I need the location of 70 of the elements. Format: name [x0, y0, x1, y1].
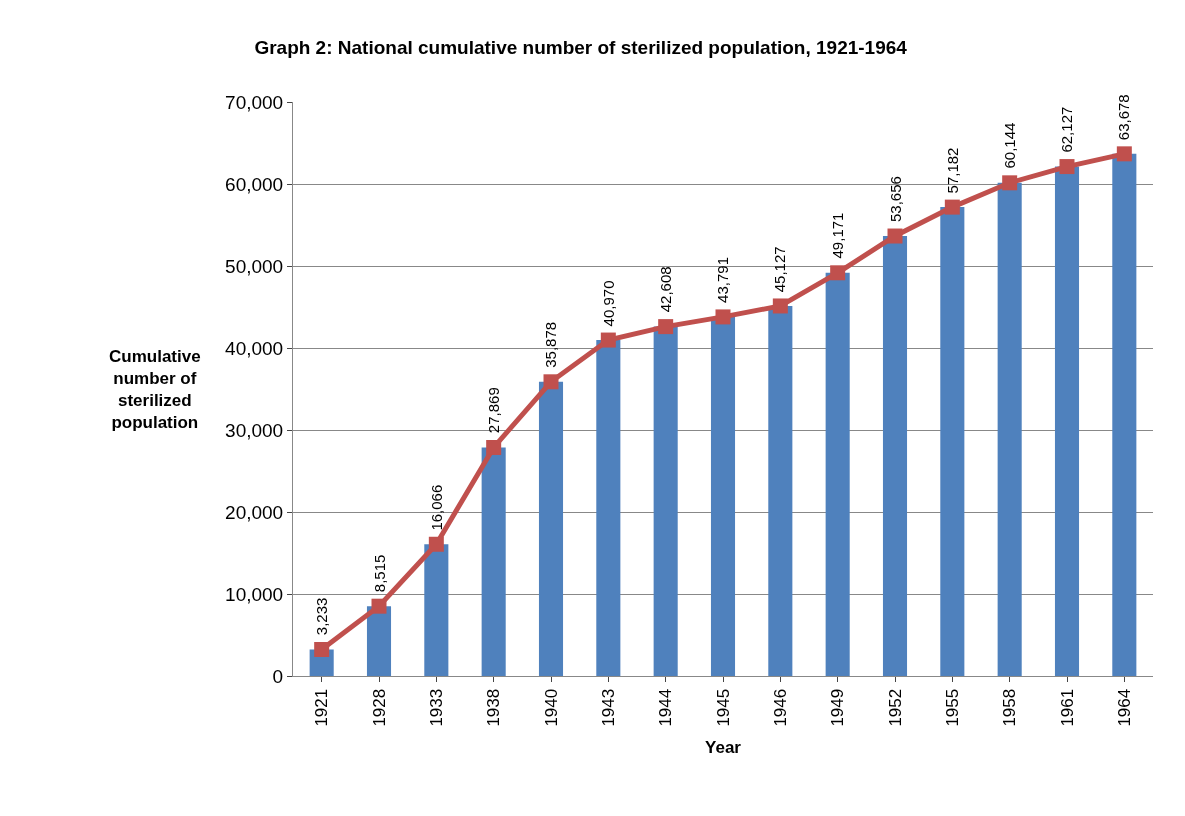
- data-label: 63,678: [1115, 94, 1133, 141]
- x-tick-label: 1964: [1114, 688, 1134, 727]
- y-tick-label: 10,000: [225, 583, 284, 605]
- point: [887, 228, 903, 244]
- point: [658, 319, 674, 335]
- x-tick-label: 1938: [484, 688, 504, 727]
- data-label: 53,656: [886, 176, 904, 223]
- x-tick-label: 1949: [828, 688, 848, 727]
- y-axis-title: Cumulative number of sterilized population: [109, 347, 201, 433]
- x-tick-label: 1955: [942, 688, 962, 727]
- y-tick-label: 70,000: [225, 91, 284, 113]
- data-label: 8,515: [370, 554, 388, 593]
- y-tick-label: 0: [272, 665, 284, 687]
- x-tick-label: 1921: [312, 688, 332, 727]
- data-label: 45,127: [771, 246, 789, 293]
- point: [314, 641, 330, 657]
- bar: [653, 326, 678, 676]
- point: [772, 298, 788, 314]
- bar: [825, 272, 850, 676]
- data-label: 3,233: [313, 597, 331, 636]
- data-label: 62,127: [1058, 106, 1076, 153]
- bar: [481, 447, 506, 676]
- data-label: 35,878: [542, 321, 560, 368]
- y-tick-label: 50,000: [225, 255, 284, 277]
- x-tick-label: 1943: [598, 688, 618, 727]
- x-tick-label: 1952: [885, 688, 905, 727]
- y-tick-label: 40,000: [225, 337, 284, 359]
- y-tick-label: 60,000: [225, 173, 284, 195]
- point: [600, 332, 616, 348]
- bar: [1112, 153, 1137, 676]
- y-tick-label: 30,000: [225, 419, 284, 441]
- data-label: 16,066: [428, 484, 446, 531]
- data-label: 27,869: [485, 387, 503, 434]
- bar: [424, 544, 449, 676]
- point: [715, 309, 731, 325]
- x-tick-label: 1944: [656, 688, 676, 727]
- x-tick-label: 1928: [369, 688, 389, 727]
- bar: [882, 236, 908, 676]
- point: [944, 199, 960, 215]
- data-label: 42,608: [657, 266, 675, 313]
- point: [543, 374, 559, 390]
- data-label: 40,970: [600, 280, 618, 327]
- data-label: 57,182: [944, 147, 962, 194]
- bar: [366, 606, 392, 676]
- y-tick-label: 20,000: [225, 501, 284, 523]
- x-tick-label: 1958: [1000, 688, 1020, 727]
- point: [428, 536, 444, 552]
- bar: [768, 305, 793, 676]
- point: [371, 598, 387, 614]
- x-tick-label: 1961: [1057, 688, 1077, 727]
- bar: [538, 381, 564, 676]
- data-label: 60,144: [1000, 122, 1018, 169]
- point: [1059, 159, 1075, 175]
- x-axis-title: Year: [705, 738, 742, 758]
- bar: [1054, 166, 1080, 676]
- bar: [940, 207, 965, 676]
- x-tick-label: 1933: [426, 688, 446, 727]
- x-tick-label: 1940: [541, 688, 561, 727]
- point: [1002, 175, 1018, 191]
- point: [1116, 146, 1132, 162]
- bar: [997, 182, 1022, 676]
- bar: [596, 340, 621, 676]
- x-tick-label: 1945: [713, 688, 733, 727]
- data-label: 43,791: [714, 257, 732, 303]
- chart-title: Graph 2: National cumulative number of sterilized population, 1921-1964: [254, 37, 908, 59]
- data-label: 49,171: [828, 212, 846, 259]
- bar: [710, 316, 736, 676]
- point: [830, 265, 846, 281]
- point: [486, 439, 502, 455]
- x-tick-label: 1946: [770, 688, 790, 727]
